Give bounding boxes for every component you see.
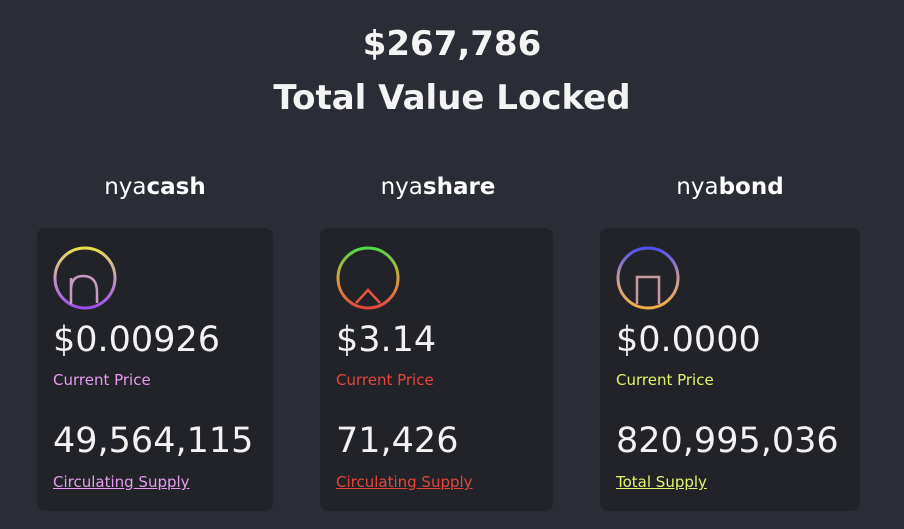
price-value: $0.00926 bbox=[53, 320, 221, 360]
nyashare-logo-icon bbox=[336, 246, 400, 310]
nyacash-logo-icon bbox=[53, 246, 117, 310]
tvl-value: $267,786 bbox=[362, 24, 542, 64]
price-label: Current Price bbox=[616, 371, 714, 389]
token-card-nyabond: $0.0000 Current Price 820,995,036 Total … bbox=[600, 228, 860, 511]
token-prefix: nya bbox=[380, 174, 423, 200]
supply-link[interactable]: Circulating Supply bbox=[336, 473, 473, 491]
token-name: share bbox=[422, 174, 496, 200]
token-card-nyashare: $3.14 Current Price 71,426 Circulating S… bbox=[320, 228, 553, 511]
price-label: Current Price bbox=[53, 371, 151, 389]
token-name: cash bbox=[146, 174, 206, 200]
supply-link[interactable]: Total Supply bbox=[616, 473, 707, 491]
tvl-label: Total Value Locked bbox=[273, 78, 631, 118]
token-prefix: nya bbox=[104, 174, 147, 200]
supply-value: 820,995,036 bbox=[616, 421, 839, 461]
token-title-nyashare: nyashare bbox=[320, 174, 556, 200]
supply-value: 71,426 bbox=[336, 421, 459, 461]
price-value: $3.14 bbox=[336, 320, 437, 360]
supply-value: 49,564,115 bbox=[53, 421, 254, 461]
token-title-nyacash: nyacash bbox=[37, 174, 273, 200]
token-prefix: nya bbox=[676, 174, 719, 200]
nyabond-logo-icon bbox=[616, 246, 680, 310]
supply-link[interactable]: Circulating Supply bbox=[53, 473, 190, 491]
token-title-nyabond: nyabond bbox=[600, 174, 860, 200]
token-name: bond bbox=[718, 174, 784, 200]
token-card-nyacash: $0.00926 Current Price 49,564,115 Circul… bbox=[37, 228, 273, 511]
price-value: $0.0000 bbox=[616, 320, 761, 360]
price-label: Current Price bbox=[336, 371, 434, 389]
